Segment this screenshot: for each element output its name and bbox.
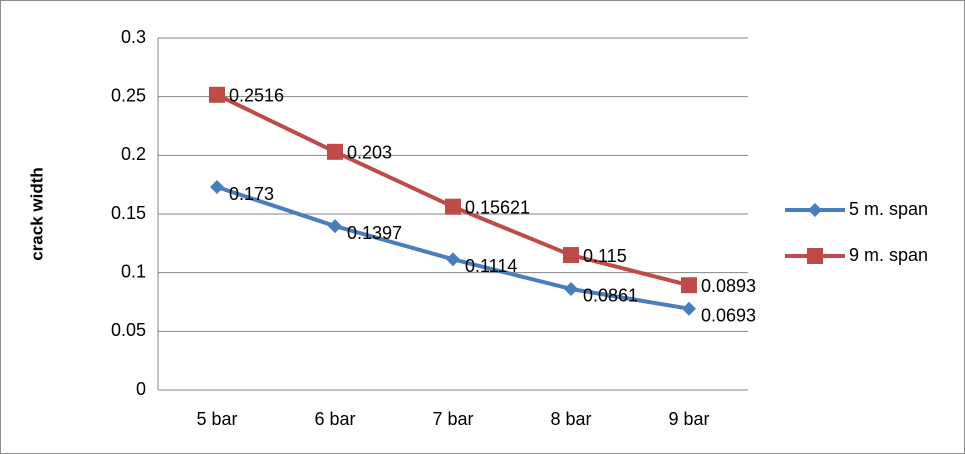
data-label: 0.115 (583, 246, 627, 266)
data-label: 0.0693 (701, 305, 756, 325)
y-tick-label: 0.25 (111, 85, 146, 105)
data-label: 0.15621 (465, 197, 530, 217)
data-point (209, 86, 225, 103)
data-label: 0.203 (347, 143, 392, 163)
x-tick-label: 6 bar (314, 409, 355, 429)
y-axis-title: crack width (27, 167, 46, 261)
data-point (446, 252, 460, 267)
data-label: 0.2516 (229, 86, 284, 106)
legend-marker (807, 248, 823, 264)
data-point (682, 301, 696, 316)
y-tick-label: 0.1 (121, 261, 146, 281)
x-tick-label: 9 bar (668, 409, 709, 429)
y-tick-label: 0 (136, 379, 146, 399)
data-point (328, 219, 342, 234)
data-point (563, 247, 579, 264)
x-tick-label: 8 bar (550, 409, 591, 429)
y-tick-label: 0.2 (121, 144, 146, 164)
data-label: 0.1397 (347, 223, 402, 243)
data-label: 0.0893 (701, 276, 756, 296)
data-label: 0.173 (229, 184, 274, 204)
data-point (445, 198, 461, 215)
data-label: 0.1114 (465, 256, 517, 276)
data-point (327, 143, 343, 160)
y-tick-label: 0.3 (121, 27, 146, 47)
legend-label: 9 m. span (849, 245, 928, 265)
x-tick-label: 5 bar (196, 409, 237, 429)
data-point (564, 281, 578, 296)
legend-marker (808, 203, 822, 217)
data-label: 0.0861 (583, 286, 638, 306)
y-tick-label: 0.05 (111, 320, 146, 340)
y-tick-label: 0.15 (111, 203, 146, 223)
data-point (681, 277, 697, 294)
data-point (210, 180, 224, 195)
x-tick-label: 7 bar (432, 409, 473, 429)
legend-label: 5 m. span (849, 199, 928, 219)
